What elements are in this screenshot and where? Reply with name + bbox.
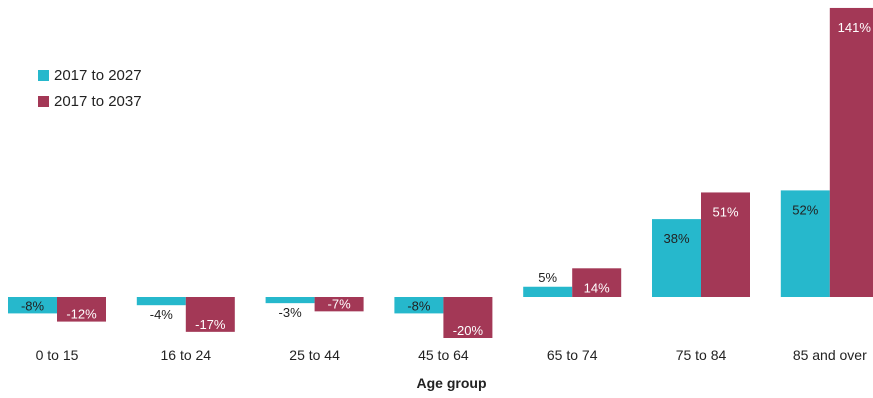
- data-label-series-1-7: 52%: [792, 202, 818, 217]
- legend-item-series-1: 2017 to 2027: [38, 62, 142, 88]
- legend-swatch-series-2: [38, 95, 49, 107]
- legend-label-series-1: 2017 to 2027: [54, 66, 142, 84]
- data-label-series-2-1: -12%: [66, 307, 97, 322]
- bar-series-1-6: [652, 219, 701, 297]
- bar-series-1-5: [523, 286, 573, 297]
- legend-swatch-series-1: [38, 69, 49, 81]
- data-label-series-1-1: -8%: [21, 298, 45, 313]
- x-tick-label-3: 25 to 44: [289, 347, 340, 363]
- data-label-series-1-6: 38%: [663, 231, 689, 246]
- bar-series-1-2: [136, 297, 186, 306]
- legend: 2017 to 2027 2017 to 2037: [38, 62, 142, 114]
- bar-series-2-3: [314, 297, 364, 312]
- bar-series-2-1: [57, 297, 106, 322]
- data-labels-group: -8% -12% -4% -17% -3% -7% -8% -20% 5% 14% 38% 51% 52…: [21, 20, 871, 338]
- data-label-series-2-5: 14%: [584, 280, 610, 295]
- bar-series-2-5: [572, 268, 622, 297]
- data-label-series-2-4: -20%: [453, 323, 484, 338]
- bar-series-2-4: [443, 297, 493, 338]
- data-label-series-2-2: -17%: [195, 317, 226, 332]
- bar-series-1-3: [265, 297, 315, 304]
- legend-item-series-2: 2017 to 2037: [38, 88, 142, 114]
- x-tick-label-7: 85 and over: [793, 347, 867, 363]
- x-axis-title: Age group: [416, 375, 487, 391]
- data-label-series-1-5: 5%: [538, 270, 557, 285]
- x-tick-label-1: 0 to 15: [36, 347, 79, 363]
- legend-label-series-2: 2017 to 2037: [54, 92, 142, 110]
- bar-series-1-1: [8, 297, 57, 314]
- data-label-series-1-2: -4%: [150, 307, 174, 322]
- category-ticks-group: 0 to 15 16 to 24 25 to 44 45 to 64 65 to 74 7…: [36, 347, 868, 363]
- data-label-series-2-6: 51%: [712, 204, 738, 219]
- x-tick-label-4: 45 to 64: [418, 347, 469, 363]
- bar-series-2-6: [701, 192, 750, 297]
- x-tick-label-6: 75 to 84: [676, 347, 727, 363]
- bar-series-2-2: [185, 297, 235, 332]
- bar-series-1-7: [780, 190, 830, 297]
- data-label-series-1-4: -8%: [407, 298, 431, 313]
- x-tick-label-2: 16 to 24: [160, 347, 211, 363]
- x-tick-label-5: 65 to 74: [547, 347, 598, 363]
- bar-series-2-7: [829, 7, 873, 297]
- bar-series-1-4: [394, 297, 444, 314]
- data-label-series-1-3: -3%: [279, 305, 303, 320]
- bars-group: [8, 7, 873, 338]
- data-label-series-2-7: 141%: [838, 20, 872, 35]
- data-label-series-2-3: -7%: [328, 296, 352, 311]
